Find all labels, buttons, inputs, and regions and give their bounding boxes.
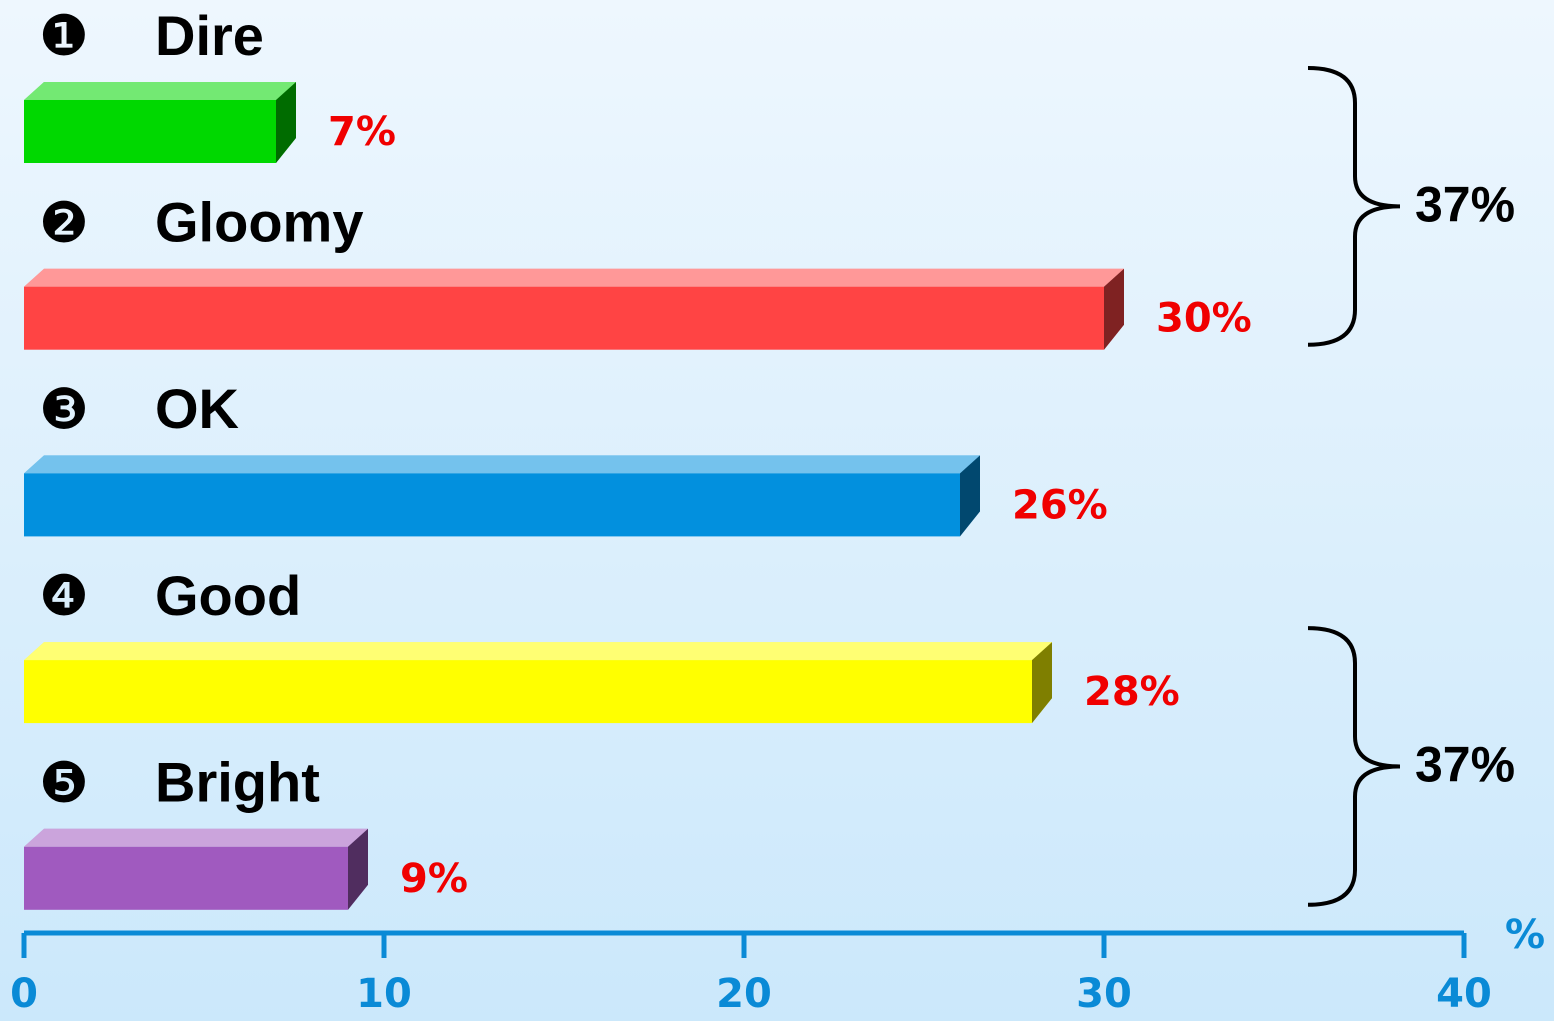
bar-side-shade [276,82,296,163]
value-label: 7% [328,109,396,155]
value-label: 26% [1012,482,1108,528]
bar-front [24,286,1104,350]
bar-front [24,846,348,910]
bar-top-shade [24,642,1052,661]
x-axis-label: % [1505,912,1545,958]
bar-side-shade [348,828,368,910]
x-tick-label: 10 [356,971,412,1017]
bar-side-shade [960,455,980,537]
bar-top [24,455,980,474]
bracket [1307,66,1401,347]
bar-side-shade [1104,268,1124,350]
bar-side-shade [1032,642,1052,724]
category-marker: ❷ [39,191,89,256]
annotation: 37% [1415,737,1515,793]
annotation: 37% [1415,177,1515,233]
bar-front [24,660,1032,724]
value-label: 9% [400,856,468,902]
category-marker: ❹ [39,564,89,629]
bar-top-shade [24,82,296,100]
bracket [1307,626,1401,907]
bar [24,828,368,910]
x-tick-label: 0 [10,971,38,1017]
bar-top [24,268,1124,287]
category-label: Good [155,564,301,627]
bar-top-shade [24,268,1124,287]
category-label: Bright [155,751,320,814]
category-marker: ❸ [39,378,89,443]
category-label: Dire [155,4,264,67]
bar-top-shade [24,828,368,847]
bar-front [24,100,276,163]
category-label: Gloomy [155,190,363,253]
bar [24,455,980,537]
bar-top-shade [24,455,980,474]
value-label: 28% [1084,669,1180,715]
bar [24,268,1124,350]
bar [24,82,296,163]
value-label: 30% [1156,296,1252,342]
bar [24,642,1052,724]
category-marker: ❺ [39,751,89,816]
bar-top [24,82,296,100]
bar-front [24,473,960,537]
category-marker: ❶ [39,4,89,69]
x-tick-label: 30 [1076,971,1132,1017]
x-tick-label: 40 [1436,971,1492,1017]
bar-top [24,828,368,847]
bar-top [24,642,1052,661]
category-label: OK [155,377,239,440]
x-tick-label: 20 [716,971,772,1017]
